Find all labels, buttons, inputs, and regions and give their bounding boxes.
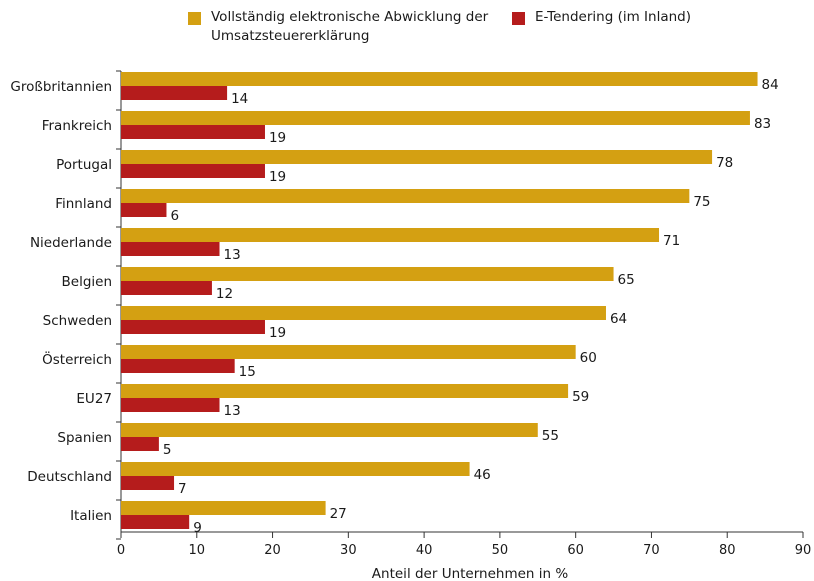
legend-label-ust: Vollständig elektronische Abwicklung der… xyxy=(211,9,489,44)
category-label: Schweden xyxy=(43,313,112,329)
x-tick-label: 70 xyxy=(643,543,660,558)
legend-label-etendering: E-Tendering (im Inland) xyxy=(535,9,691,25)
category-label: Belgien xyxy=(62,274,113,290)
bar-ust xyxy=(121,345,576,359)
bar-ust xyxy=(121,384,569,398)
value-label-ust: 78 xyxy=(716,155,733,171)
bar-ust xyxy=(121,72,758,86)
legend-item-etendering: E-Tendering (im Inland) xyxy=(512,8,772,27)
bar-etendering xyxy=(121,437,159,451)
bar-etendering xyxy=(121,281,212,295)
legend-swatch-red xyxy=(512,12,525,25)
category-label: Frankreich xyxy=(42,118,112,134)
category-label: Deutschland xyxy=(27,469,112,485)
x-tick-label: 40 xyxy=(416,543,433,558)
value-label-ust: 59 xyxy=(572,389,589,405)
x-tick-label: 90 xyxy=(795,543,812,558)
category-label: Niederlande xyxy=(30,235,112,251)
value-label-ust: 83 xyxy=(754,116,771,132)
legend-item-ust: Vollständig elektronische Abwicklung der… xyxy=(188,8,498,46)
value-label-ust: 84 xyxy=(762,77,779,93)
value-label-etendering: 15 xyxy=(239,364,256,380)
bar-etendering xyxy=(121,86,228,100)
x-tick-label: 80 xyxy=(719,543,736,558)
legend-swatch-gold xyxy=(188,12,201,25)
x-tick-label: 0 xyxy=(117,543,125,558)
x-tick-label: 10 xyxy=(189,543,206,558)
value-label-etendering: 12 xyxy=(216,286,233,302)
value-label-etendering: 5 xyxy=(163,442,172,458)
value-label-etendering: 7 xyxy=(178,481,187,497)
value-label-ust: 55 xyxy=(542,428,559,444)
value-label-ust: 71 xyxy=(663,233,680,249)
bar-etendering xyxy=(121,359,235,373)
bar-etendering xyxy=(121,320,265,334)
value-label-etendering: 19 xyxy=(269,169,286,185)
x-tick-label: 20 xyxy=(264,543,281,558)
legend: Vollständig elektronische Abwicklung der… xyxy=(0,8,814,52)
category-label: Spanien xyxy=(57,430,112,446)
value-label-ust: 46 xyxy=(474,467,491,483)
x-tick-label: 30 xyxy=(340,543,357,558)
bar-ust xyxy=(121,423,538,437)
value-label-etendering: 9 xyxy=(193,520,202,536)
bar-ust xyxy=(121,228,660,242)
bar-etendering xyxy=(121,203,167,217)
category-label: Portugal xyxy=(56,157,112,173)
x-tick-label: 60 xyxy=(567,543,584,558)
bar-ust xyxy=(121,306,606,320)
bar-etendering xyxy=(121,515,190,529)
value-label-etendering: 6 xyxy=(170,208,179,224)
bar-etendering xyxy=(121,242,220,256)
value-label-etendering: 13 xyxy=(224,247,241,263)
x-axis-title: Anteil der Unternehmen in % xyxy=(372,566,569,581)
bar-ust xyxy=(121,462,470,476)
bar-ust xyxy=(121,267,614,281)
value-label-etendering: 14 xyxy=(231,91,248,107)
category-label: Großbritannien xyxy=(10,79,112,95)
value-label-etendering: 19 xyxy=(269,130,286,146)
bar-ust xyxy=(121,111,750,125)
value-label-ust: 75 xyxy=(693,194,710,210)
bar-etendering xyxy=(121,125,265,139)
bar-etendering xyxy=(121,164,265,178)
value-label-ust: 27 xyxy=(330,506,347,522)
category-label: Österreich xyxy=(42,350,112,368)
value-label-ust: 65 xyxy=(618,272,635,288)
value-label-etendering: 13 xyxy=(224,403,241,419)
bar-ust xyxy=(121,150,713,164)
value-label-etendering: 19 xyxy=(269,325,286,341)
value-label-ust: 60 xyxy=(580,350,597,366)
category-label: Finnland xyxy=(55,196,112,212)
bar-etendering xyxy=(121,476,175,490)
category-label: EU27 xyxy=(76,391,112,407)
value-label-ust: 64 xyxy=(610,311,627,327)
bar-ust xyxy=(121,189,690,203)
bar-etendering xyxy=(121,398,220,412)
x-tick-label: 50 xyxy=(492,543,509,558)
bar-ust xyxy=(121,501,326,515)
category-label: Italien xyxy=(70,508,112,524)
